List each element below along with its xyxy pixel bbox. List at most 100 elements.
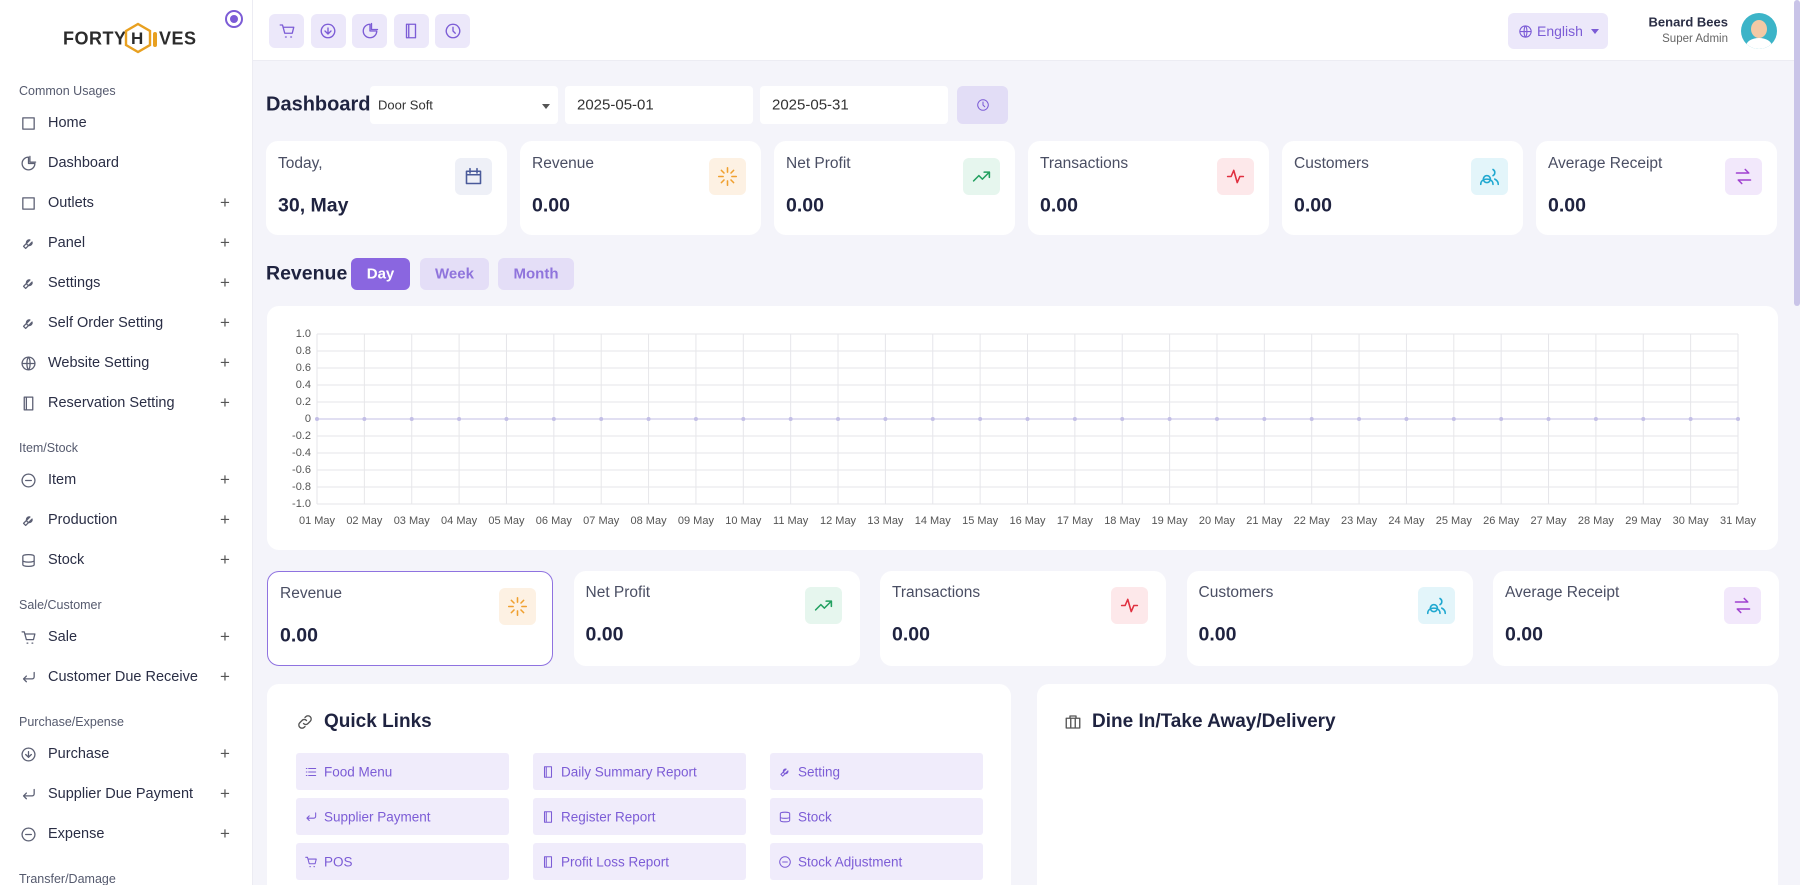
quick-link[interactable]: Profit Loss Report [533, 843, 746, 880]
toolbar-button[interactable] [269, 14, 304, 48]
icon [298, 715, 312, 729]
point [315, 417, 319, 421]
icon [779, 811, 791, 822]
sidebar-item[interactable]: Website Setting + [0, 345, 252, 381]
point [1404, 417, 1409, 421]
search-button[interactable] [957, 86, 1008, 124]
sidebar-item[interactable]: Dashboard [0, 145, 252, 181]
outlet-select[interactable]: Door Soft [370, 86, 558, 124]
card-value: 0.00 [1548, 194, 1586, 217]
x-tick-label: 02 May [346, 515, 383, 527]
card-label: Net Profit [585, 584, 651, 601]
x-tick-label: 23 May [1341, 515, 1378, 527]
date-to[interactable]: 2025-05-31 [760, 86, 948, 124]
sidebar-item[interactable]: Reservation Setting + [0, 385, 252, 421]
point [362, 417, 367, 421]
sidebar-item[interactable]: Expense + [0, 816, 252, 852]
sidebar-item[interactable]: Settings + [0, 265, 252, 301]
quick-link[interactable]: Daily Summary Report [533, 753, 746, 790]
sidebar-item[interactable]: Supplier Due Payment + [0, 776, 252, 812]
icon-path [22, 671, 35, 682]
sidebar-item-label: Reservation Setting [48, 395, 175, 411]
icon-path [779, 811, 791, 822]
icon [20, 472, 36, 488]
point [883, 417, 888, 421]
quick-link[interactable]: Register Report [533, 798, 746, 835]
quick-link[interactable]: Supplier Payment [296, 798, 509, 835]
quick-link[interactable]: Food Menu [296, 753, 509, 790]
icon-path [543, 810, 553, 823]
point [1120, 417, 1125, 421]
icon-path [298, 715, 312, 729]
x-tick-label: 08 May [631, 515, 668, 527]
sidebar-item[interactable]: Stock + [0, 542, 252, 578]
icon-path [21, 553, 35, 567]
y-tick-label: 0.4 [296, 379, 311, 391]
date-from[interactable]: 2025-05-01 [565, 86, 753, 124]
quick-link[interactable]: Stock Adjustment [770, 843, 983, 880]
icon-path [22, 788, 35, 799]
point [1688, 417, 1693, 421]
period-card: Revenue 0.00 [267, 571, 553, 666]
panel-title: Quick Links [324, 711, 432, 732]
period-tab[interactable]: Week [420, 258, 489, 290]
y-tick-label: -0.8 [292, 481, 311, 493]
sidebar-item[interactable]: Sale + [0, 619, 252, 655]
point [1214, 417, 1219, 421]
sidebar-section-title: Common Usages [19, 84, 116, 98]
toolbar-button[interactable] [435, 14, 470, 48]
sidebar-item[interactable]: Home [0, 105, 252, 141]
point [788, 417, 793, 421]
quick-link[interactable]: Setting [770, 753, 983, 790]
quick-link-label: Food Menu [324, 764, 393, 779]
icon [1120, 598, 1139, 613]
sidebar-item-label: Dashboard [48, 155, 119, 171]
toolbar-button[interactable] [310, 14, 346, 48]
language-selector[interactable]: English [1508, 13, 1608, 49]
x-tick-label: 01 May [299, 515, 336, 527]
card-value: 0.00 [1040, 194, 1078, 217]
toolbar-button[interactable] [352, 14, 387, 48]
icon [23, 395, 33, 411]
point [599, 417, 604, 421]
x-tick-label: 14 May [915, 515, 952, 527]
sidebar-item-label: Panel [48, 235, 86, 251]
quick-link-label: Profit Loss Report [561, 854, 670, 869]
quick-link[interactable]: POS [296, 843, 509, 880]
card-icon [499, 588, 536, 625]
quick-link[interactable]: Stock [770, 798, 983, 835]
sidebar-item[interactable]: Self Order Setting + [0, 305, 252, 341]
icon-path [972, 171, 991, 182]
icon [22, 318, 33, 329]
avatar[interactable] [1741, 13, 1777, 49]
card-label: Net Profit [786, 155, 851, 172]
icon-path [1479, 168, 1500, 186]
icon [780, 768, 789, 777]
toolbar-button[interactable] [393, 14, 429, 48]
icon [717, 166, 738, 187]
sidebar-item[interactable]: Panel + [0, 225, 252, 261]
icon [22, 238, 33, 249]
icon-path [465, 167, 482, 185]
quick-links-panel: Quick Links Food Menu Daily Summary Report… [267, 684, 1011, 885]
page-title: Dashboard [266, 93, 371, 116]
sidebar-item[interactable]: Production + [0, 502, 252, 538]
sidebar-item[interactable]: Outlets + [0, 185, 252, 221]
expand-icon: + [220, 627, 230, 646]
period-tab-label: Month [513, 265, 559, 283]
sidebar-toggle[interactable] [225, 10, 243, 28]
period-tab[interactable]: Month [498, 258, 574, 290]
quick-link-label: Setting [798, 764, 841, 779]
icon-path [22, 238, 33, 249]
sidebar-item[interactable]: Item + [0, 462, 252, 498]
sidebar-toggle-dot [230, 15, 238, 23]
sidebar-item-label: Sale [48, 629, 78, 645]
sidebar-item[interactable]: Customer Due Receive + [0, 659, 252, 695]
sidebar-item[interactable]: Purchase + [0, 736, 252, 772]
logo: FORTY H VES [60, 20, 200, 60]
period-tab[interactable]: Day [351, 258, 410, 290]
summary-card: Revenue 0.00 [520, 141, 761, 235]
summary-card: Average Receipt 0.00 [1536, 141, 1777, 235]
icon-path [405, 23, 417, 39]
icon [305, 856, 317, 867]
